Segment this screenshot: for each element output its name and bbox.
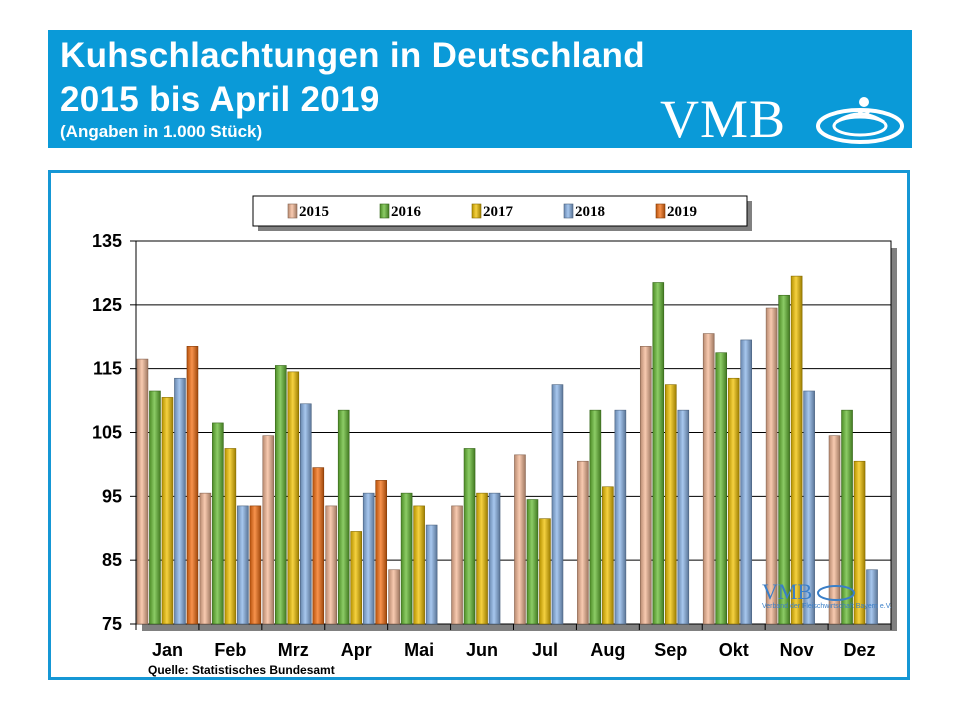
bar-2017-Okt xyxy=(727,377,740,625)
bar-2016-Aug xyxy=(589,409,602,625)
bar-2016-Jan xyxy=(149,390,161,625)
vmb-logo-text: VMB xyxy=(660,89,787,149)
vmb-logo-icon xyxy=(816,97,904,144)
x-tick-label: Sep xyxy=(654,640,687,660)
bar-2016-Nov xyxy=(778,294,790,625)
title-banner: Kuhschlachtungen in Deutschland 2015 bis… xyxy=(48,30,912,148)
bar-2015-Jul xyxy=(514,454,526,625)
x-tick-label: Mai xyxy=(404,640,434,660)
legend-label-2018: 2018 xyxy=(575,204,605,220)
x-tick-label: Apr xyxy=(341,640,372,660)
bar-2018-Apr xyxy=(362,492,375,625)
chart-period: 2015 bis April 2019 xyxy=(60,80,380,119)
bar-2018-Aug xyxy=(614,409,627,625)
x-tick-label: Dez xyxy=(844,640,876,660)
bar-2018-Mrz xyxy=(299,403,312,625)
bar-2017-Mrz xyxy=(287,371,300,625)
y-tick-label: 135 xyxy=(92,231,122,251)
x-axis: Jan Feb Mrz Apr Mai Jun Jul Aug Sep Okt Nov Dez xyxy=(135,624,892,660)
bar-2017-Jul xyxy=(539,518,551,625)
legend-label-2019: 2019 xyxy=(667,204,697,220)
bar-2017-Dez xyxy=(853,460,866,625)
bar-2015-Aug xyxy=(577,460,589,625)
bar-2016-Sep xyxy=(652,282,665,625)
bar-2016-Jul xyxy=(526,499,539,625)
bar-2018-Jun xyxy=(488,492,501,625)
bar-2016-Jun xyxy=(463,448,476,625)
bar-2016-Mrz xyxy=(274,365,287,625)
legend-swatch-2015 xyxy=(287,203,298,219)
y-tick-label: 95 xyxy=(102,486,122,506)
bar-2016-Okt xyxy=(715,352,728,625)
watermark-subtext: Verband der Fleischwirtschaft Bayern e.V… xyxy=(762,603,892,610)
bar-2016-Feb xyxy=(212,422,224,625)
bar-2015-Okt xyxy=(702,333,715,625)
x-tick-label: Jan xyxy=(152,640,183,660)
bar-2018-Okt xyxy=(740,339,753,625)
bar-2018-Dez xyxy=(866,569,878,625)
bar-2017-Mai xyxy=(413,505,425,625)
y-tick-label: 125 xyxy=(92,295,122,315)
y-tick-label: 75 xyxy=(102,614,122,634)
y-tick-label: 85 xyxy=(102,550,122,570)
bar-2018-Nov xyxy=(803,390,815,625)
bar-2019-Apr xyxy=(375,480,388,625)
bar-2017-Sep xyxy=(664,384,677,625)
bar-2015-Mrz xyxy=(262,435,275,625)
bar-2019-Jan xyxy=(186,346,199,625)
bar-2018-Sep xyxy=(677,409,690,625)
bar-2019-Feb xyxy=(249,505,262,625)
bar-2016-Apr xyxy=(337,409,350,625)
legend-label-2016: 2016 xyxy=(391,204,422,220)
bar-2016-Dez xyxy=(841,409,853,625)
legend-swatch-2019 xyxy=(655,203,666,219)
bar-2017-Jun xyxy=(476,492,488,625)
bar-2015-Jan xyxy=(136,358,149,625)
bar-2015-Nov xyxy=(765,307,778,625)
y-axis: 75 85 95 105 115 125 135 xyxy=(92,231,136,634)
bar-2015-Sep xyxy=(639,346,652,625)
chart-title: Kuhschlachtungen in Deutschland xyxy=(60,36,645,75)
watermark-logo: VMB xyxy=(762,579,812,604)
bar-2015-Jun xyxy=(451,505,463,625)
bar-2017-Jan xyxy=(161,397,174,625)
x-tick-label: Jun xyxy=(466,640,498,660)
x-tick-label: Mrz xyxy=(278,640,309,660)
bar-2019-Mrz xyxy=(312,467,325,625)
legend-swatch-2017 xyxy=(471,203,482,219)
y-tick-label: 105 xyxy=(92,423,122,443)
bars xyxy=(136,275,878,625)
legend-label-2015: 2015 xyxy=(299,204,329,220)
bar-2018-Jul xyxy=(551,384,564,625)
x-tick-label: Okt xyxy=(719,640,749,660)
legend-swatch-2016 xyxy=(379,203,390,219)
bar-2016-Mai xyxy=(400,492,413,625)
bar-2015-Dez xyxy=(828,435,841,625)
watermark-swirl-icon xyxy=(817,585,855,601)
bar-2017-Aug xyxy=(602,486,614,625)
bar-2018-Feb xyxy=(237,505,249,625)
x-tick-label: Feb xyxy=(214,640,246,660)
legend-swatch-2018 xyxy=(563,203,574,219)
bar-2018-Jan xyxy=(174,377,186,625)
legend-label-2017: 2017 xyxy=(483,204,514,220)
x-tick-label: Jul xyxy=(532,640,558,660)
x-tick-label: Nov xyxy=(780,640,814,660)
bar-2015-Mai xyxy=(388,569,400,625)
chart-unit-note: (Angaben in 1.000 Stück) xyxy=(60,122,263,141)
bar-2018-Mai xyxy=(425,524,438,625)
bar-2017-Apr xyxy=(350,531,363,625)
y-tick-label: 115 xyxy=(93,359,122,379)
x-tick-label: Aug xyxy=(590,640,625,660)
bar-2017-Nov xyxy=(790,275,803,625)
bar-2015-Apr xyxy=(325,505,338,625)
bar-2017-Feb xyxy=(224,448,237,625)
bar-2015-Feb xyxy=(199,492,212,625)
source-note: Quelle: Statistisches Bundesamt xyxy=(148,663,335,677)
